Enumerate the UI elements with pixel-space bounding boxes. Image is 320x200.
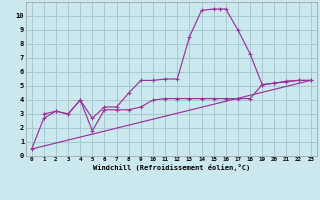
X-axis label: Windchill (Refroidissement éolien,°C): Windchill (Refroidissement éolien,°C) xyxy=(92,164,250,171)
